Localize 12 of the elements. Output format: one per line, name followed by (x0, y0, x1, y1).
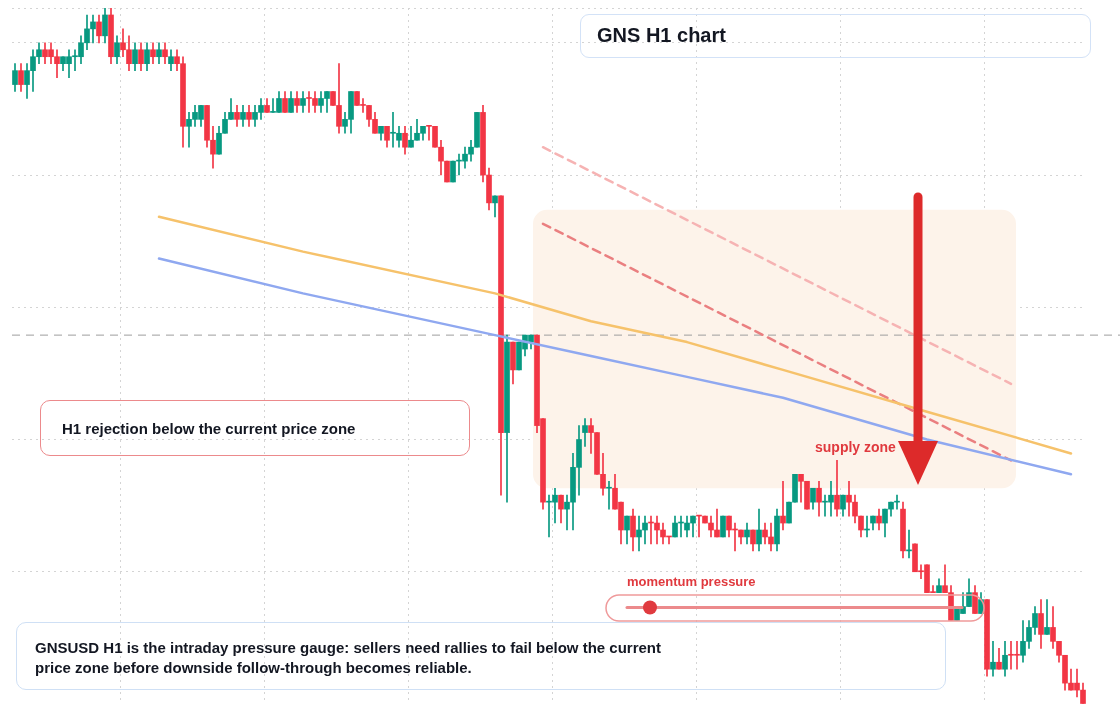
candlestick (990, 641, 996, 677)
candlestick (564, 494, 570, 531)
candlestick (780, 480, 786, 531)
candlestick (1044, 599, 1050, 635)
band-label: supply zone (815, 439, 897, 456)
annotation: GNSUSD H1 is the intraday pressure gauge: sellers need rallies to fail below the current price zone before downside follow-through becomes reliable. (35, 638, 663, 678)
candlestick (846, 480, 852, 517)
annotation: H1 rejection below the current price zone (40, 400, 470, 456)
candlestick (636, 515, 642, 552)
text: GNS H1 chart (580, 14, 1091, 58)
annotation: momentum pressure (627, 574, 756, 589)
candlestick (606, 480, 612, 510)
